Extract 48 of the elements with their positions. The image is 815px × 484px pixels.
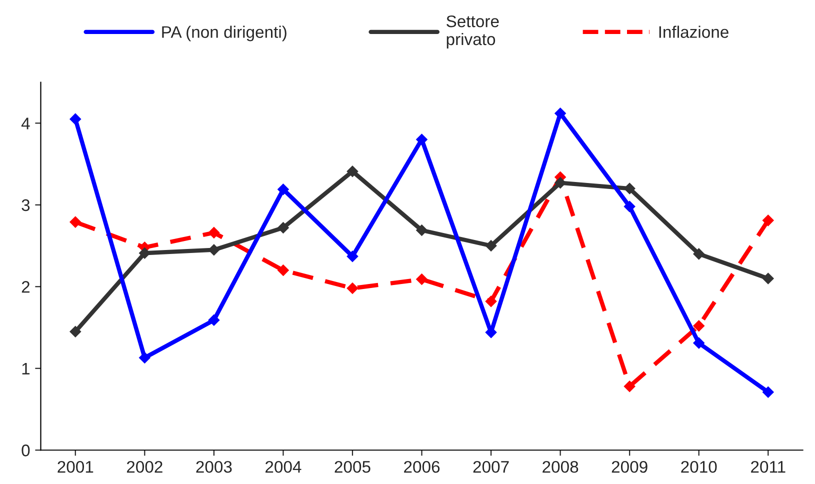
point: [624, 380, 636, 392]
point: [139, 248, 150, 259]
point: [762, 386, 774, 398]
x-tick-label: 2009: [612, 460, 648, 473]
point: [208, 227, 220, 238]
point: [416, 134, 428, 146]
point: [208, 314, 220, 326]
point: [624, 200, 636, 212]
legend-label: Settore privato: [446, 15, 499, 48]
x-tick-label: 2005: [334, 460, 370, 473]
point: [346, 250, 358, 262]
x-tick-label: 2011: [751, 460, 786, 473]
point: [762, 272, 774, 284]
point: [278, 184, 289, 195]
point: [346, 166, 358, 177]
x-tick-label: 2006: [404, 460, 440, 473]
x-tick-label: 2001: [58, 460, 94, 473]
point: [762, 214, 774, 226]
point: [554, 177, 566, 188]
point: [278, 222, 289, 234]
point: [278, 264, 289, 276]
y-tick-label: 2: [22, 281, 30, 293]
point: [554, 108, 566, 119]
x-tick-label: 2003: [196, 460, 232, 473]
point: [346, 282, 358, 294]
x-tick-label: 2004: [266, 460, 302, 473]
legend-label: Inflazione: [659, 26, 728, 38]
point: [70, 216, 81, 228]
point: [70, 326, 81, 338]
point: [416, 274, 428, 285]
y-tick-label: 3: [22, 199, 30, 212]
point: [693, 320, 704, 332]
x-tick-label: 2010: [681, 460, 717, 473]
point: [693, 337, 704, 349]
point: [416, 224, 428, 236]
x-tick-label: 2008: [542, 460, 578, 473]
y-tick-label: 0: [22, 444, 30, 456]
point: [485, 296, 497, 307]
point: [70, 113, 81, 125]
x-tick-label: 2002: [126, 460, 162, 473]
point: [139, 352, 150, 364]
point: [693, 248, 704, 260]
y-tick-label: 4: [21, 118, 30, 130]
legend-label: PA (non dirigenti): [162, 26, 286, 42]
point: [624, 182, 636, 194]
x-tick-label: 2007: [473, 460, 509, 473]
y-tick-label: 1: [22, 362, 30, 374]
point: [485, 240, 497, 252]
